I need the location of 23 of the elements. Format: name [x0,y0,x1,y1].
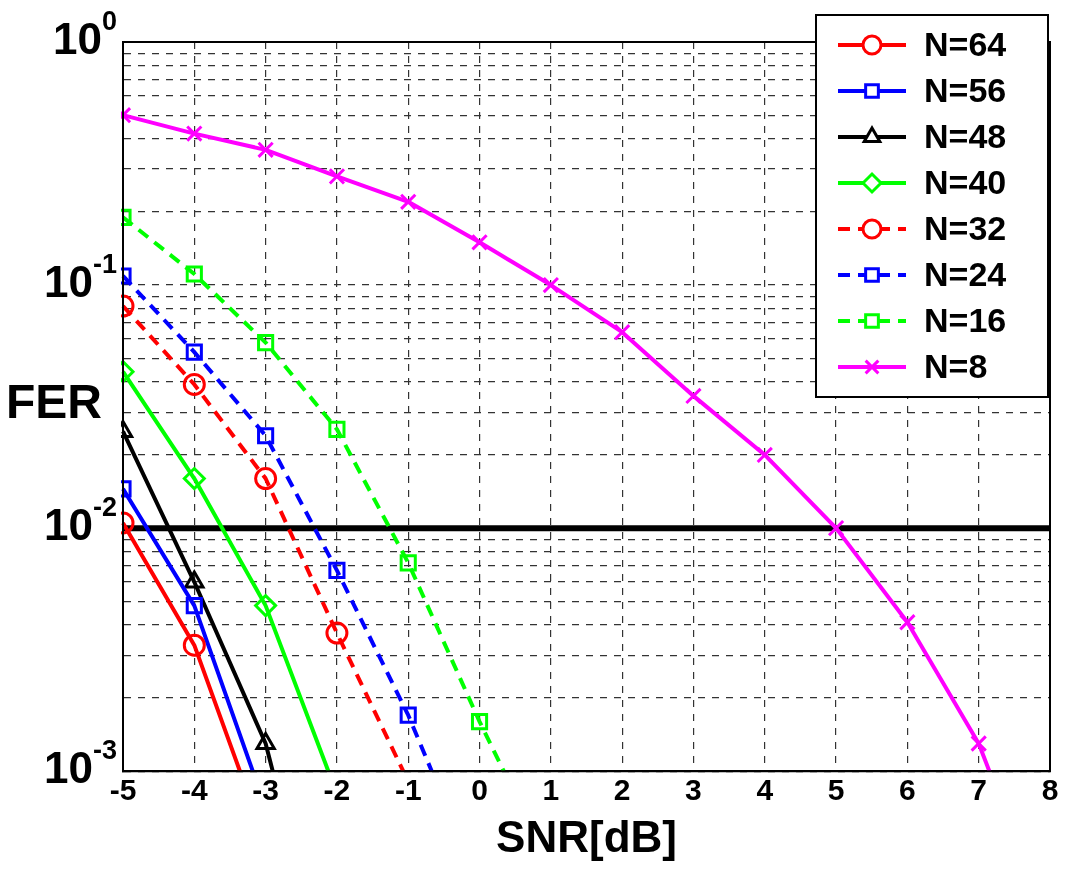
x-tick-label: 6 [899,773,916,807]
x-tick-label: 2 [613,773,631,807]
x-tick-label: 0 [471,773,488,807]
x-tick-label: -3 [252,773,279,807]
x-tick-label: 8 [1041,773,1059,807]
y-axis-title: FER [6,374,102,428]
x-tick-label: -1 [394,773,422,807]
x-tick-label: -4 [180,773,208,807]
legend-label: N=8 [924,347,988,386]
legend-label: N=24 [924,255,1007,294]
x-tick-label: 4 [756,773,774,807]
legend-label: N=16 [924,301,1007,340]
x-axis-title: SNR[dB] [496,811,677,861]
x-tick-label: 5 [827,773,845,807]
x-tick-label: 3 [685,773,702,807]
x-tick-label: 7 [970,773,988,807]
legend-label: N=32 [924,209,1007,248]
legend-label: N=56 [924,71,1007,110]
x-tick-label: 1 [542,773,560,807]
legend-label: N=64 [924,25,1007,64]
legend-label: N=40 [924,163,1007,202]
legend-label: N=48 [924,117,1007,156]
x-tick-label: -2 [323,773,351,807]
